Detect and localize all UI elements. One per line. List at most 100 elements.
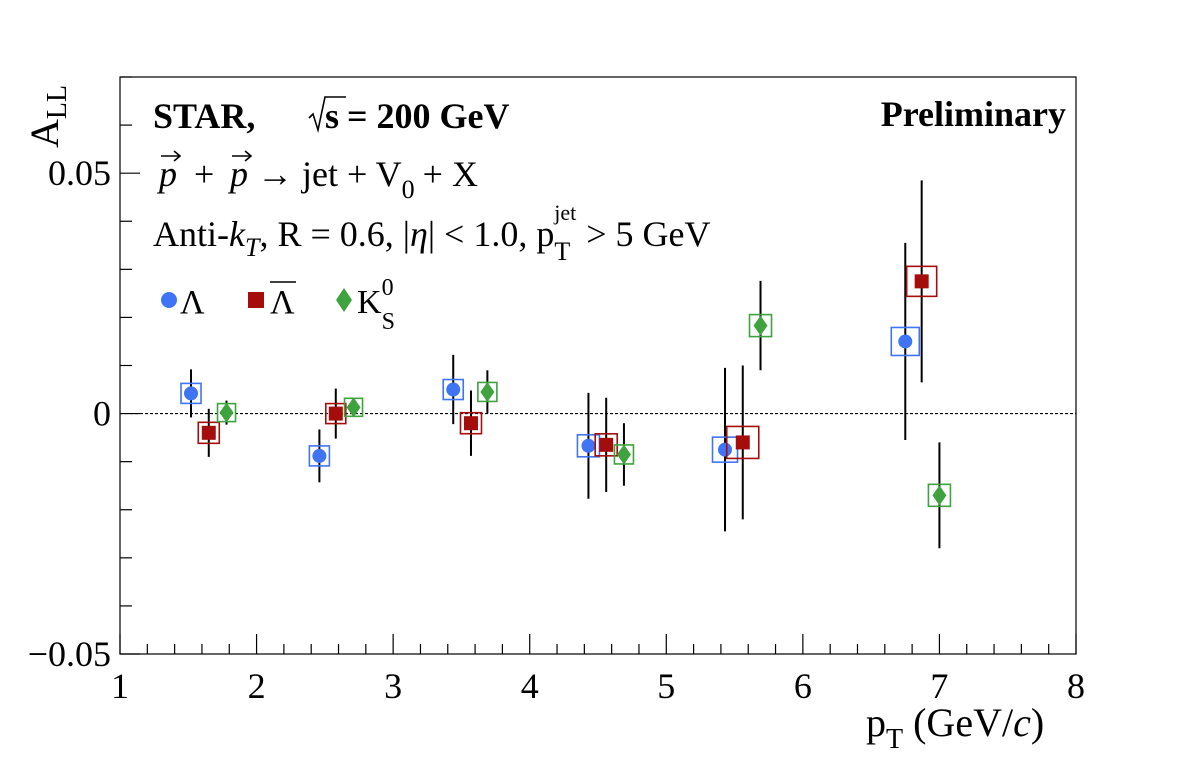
legend-k0s-sub: S [382,309,395,335]
marker-diamond [219,402,234,423]
x-axis-label: pT (GeV/c) [866,700,1044,755]
energy-label: = 200 GeV [347,96,510,136]
y-axis-label: ALL [22,85,73,148]
data-point-circle [711,367,739,532]
data-point-circle [576,392,601,499]
systematic-box [197,421,221,445]
data-point-square [459,390,483,456]
marker-circle [718,442,733,457]
systematic-box [459,411,483,435]
experiment-label: STAR, [153,96,255,136]
marker-diamond [616,444,631,465]
marker-square [599,437,614,452]
x-tick-label: 2 [248,666,266,706]
cuts-b: , R = 0.6, | [259,214,410,254]
reaction-subscript: 0 [402,175,415,204]
legend-label-k0s: K0 S [357,275,395,335]
legend-marker-k0s [336,288,352,312]
x-axis-label-unit-c: c [1013,700,1031,745]
legend-k0s-base: K [357,284,382,321]
x-axis-label-main: p [866,700,886,745]
y-tick-label: 0.05 [48,153,111,193]
data-point-square [905,180,938,383]
y-axis-label-sub: LL [42,85,73,119]
y-tick-label: −0.05 [28,634,111,674]
systematic-box [442,378,465,401]
cuts-c: | < 1.0, p [428,214,555,254]
sqrt-s-symbol [308,96,346,134]
cuts-a: Anti- [153,214,229,254]
marker-circle [184,386,199,401]
cuts-kt: T [245,233,261,262]
data-point-circle [308,429,331,483]
data-point-circle [180,369,202,418]
data-point-diamond [216,400,237,425]
cuts-k: k [229,214,246,254]
systematic-box [890,326,921,357]
marker-diamond [753,315,768,336]
reaction-arrow-text: → jet + V [257,154,402,194]
marker-diamond [932,485,947,506]
y-tick-label: 0 [93,394,111,434]
reaction-line: p + p → jet + V0 + X [156,150,478,204]
systematic-box [905,265,938,298]
marker-square [914,274,929,289]
marker-square [463,416,478,431]
cuts-eta: η [410,214,428,254]
data-point-square [197,408,221,457]
legend-label-antilambda: Λ [270,284,295,321]
legend-marker-lambda [161,292,177,308]
data-point-diamond [927,442,952,549]
x-tick-label: 1 [111,666,129,706]
x-tick-label: 3 [384,666,402,706]
systematic-box [324,402,347,425]
systematic-box [180,382,202,405]
legend-marker-antilambda [248,292,264,308]
marker-diamond [346,397,361,418]
cuts-sup: jet [553,200,576,225]
legend-label-lambda: Λ [180,284,205,321]
data-point-diamond [748,280,773,371]
cuts-sub: T [554,237,570,266]
marker-diamond [480,381,495,402]
cuts-d: > 5 GeV [586,214,710,254]
data-point-diamond [613,423,635,486]
y-axis-label-main: A [22,119,67,148]
vector-arrow-icon [232,150,253,162]
marker-circle [446,382,461,397]
jet-cuts-label: Anti-kT, R = 0.6, |η| < 1.0, pTjet> 5 Ge… [153,200,711,266]
x-axis-label-sub: T [886,724,903,755]
marker-circle [898,334,913,349]
systematic-box [927,483,952,508]
sqrt-s-letter: s [325,96,339,136]
reaction-tail: + X [423,154,478,194]
reaction-p1: p [156,154,177,194]
x-tick-label: 5 [657,666,675,706]
reaction-plus: + [194,154,214,194]
marker-square [201,425,216,440]
x-axis-label-unit-a: (GeV/ [913,700,1014,745]
systematic-box [725,425,760,460]
systematic-box [308,445,331,467]
marker-square [735,435,750,450]
x-tick-label: 8 [1067,666,1085,706]
x-tick-label: 4 [521,666,539,706]
data-point-circle [442,354,465,425]
data-point-square [324,388,347,439]
systematic-box [711,436,739,463]
legend: Λ Λ K0 S [161,275,395,335]
x-axis-label-unit-b: ) [1031,700,1044,745]
data-point-circle [890,242,921,441]
vector-arrow-icon [161,150,182,162]
axes: 1 2 3 4 5 6 7 8 −0.05 0 0.05 [28,76,1085,706]
data-point-diamond [343,397,364,418]
marker-square [328,406,343,421]
marker-circle [312,448,327,463]
data-point-diamond [477,370,498,414]
reaction-p2: p [227,154,248,194]
x-tick-label: 7 [930,666,948,706]
reaction-rest: → jet + V0 + X [257,154,478,204]
data-marks [180,180,952,549]
x-tick-label: 6 [794,666,812,706]
legend-k0s-sup: 0 [382,275,394,301]
